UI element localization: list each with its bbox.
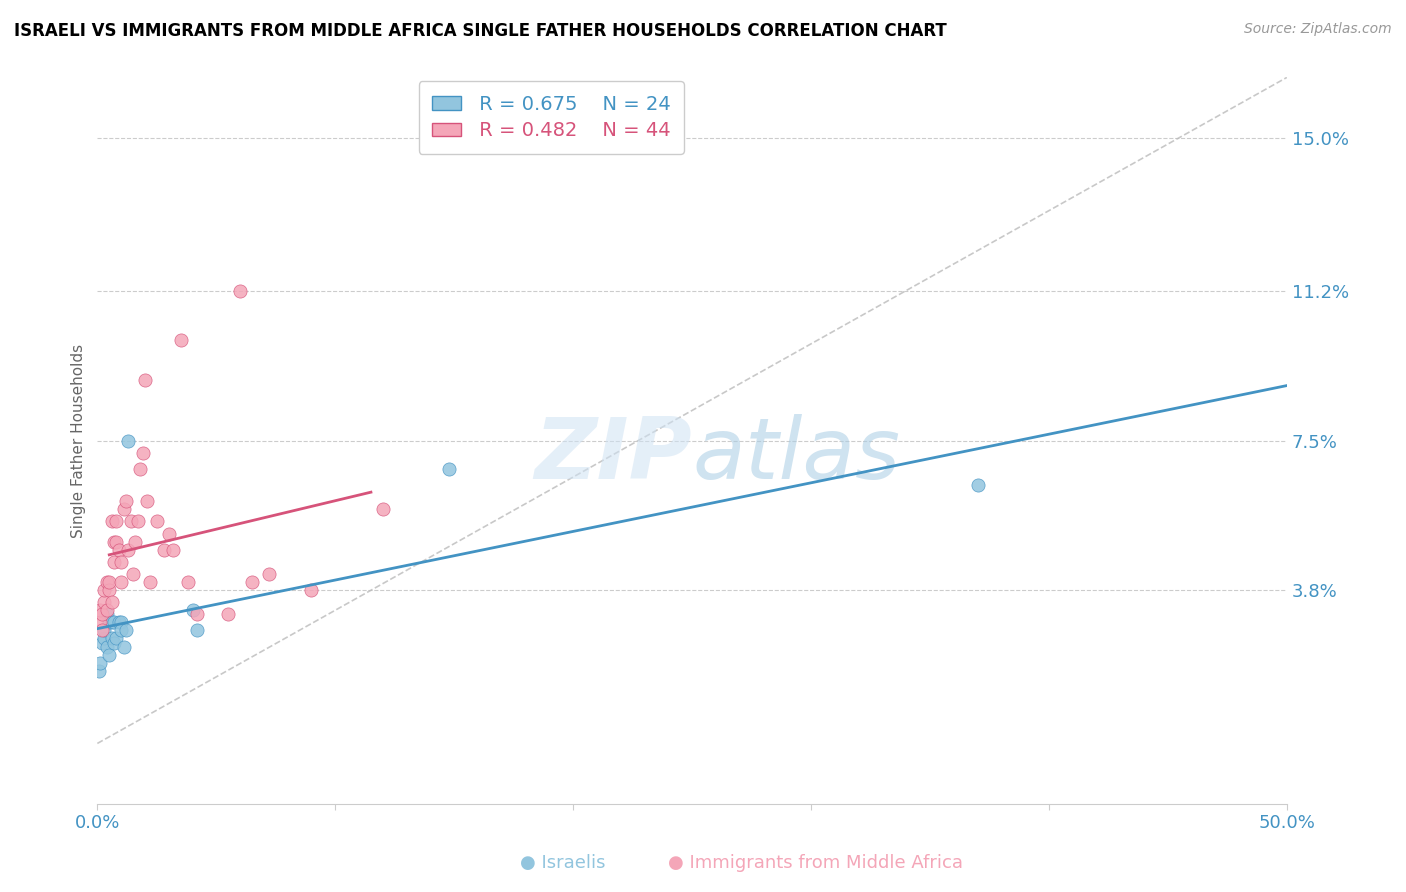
Point [110, 574, 132, 589]
Point [117, 434, 139, 448]
Point [105, 515, 128, 529]
Point [186, 624, 208, 638]
Point [91, 635, 114, 649]
Point [103, 635, 125, 649]
Point [100, 615, 122, 630]
Point [162, 542, 184, 557]
Point [115, 494, 138, 508]
Point [134, 373, 156, 387]
Text: ● Immigrants from Middle Africa: ● Immigrants from Middle Africa [668, 855, 963, 872]
Point [96, 640, 118, 654]
Point [157, 526, 180, 541]
Point [115, 624, 138, 638]
Point [181, 603, 204, 617]
Point [129, 462, 152, 476]
Point [96, 574, 118, 589]
Point [122, 566, 145, 581]
Y-axis label: Single Father Households: Single Father Households [72, 343, 86, 538]
Point [124, 534, 146, 549]
Point [93, 595, 115, 609]
Point [146, 515, 169, 529]
Text: ● Israelis: ● Israelis [520, 855, 605, 872]
Point [177, 574, 200, 589]
Point [96, 603, 118, 617]
Point [98, 582, 121, 597]
Point [229, 285, 252, 299]
Point [257, 566, 280, 581]
Text: ISRAELI VS IMMIGRANTS FROM MIDDLE AFRICA SINGLE FATHER HOUSEHOLDS CORRELATION CH: ISRAELI VS IMMIGRANTS FROM MIDDLE AFRICA… [14, 22, 946, 40]
Point [93, 632, 115, 646]
Point [98, 615, 121, 630]
Point [439, 462, 461, 476]
Point [217, 607, 239, 622]
Point [301, 582, 323, 597]
Point [89, 603, 111, 617]
Point [112, 640, 135, 654]
Point [93, 624, 115, 638]
Point [110, 555, 132, 569]
Point [93, 582, 115, 597]
Point [107, 615, 129, 630]
Point [120, 515, 142, 529]
Point [127, 515, 149, 529]
Point [138, 574, 160, 589]
Point [105, 534, 128, 549]
Point [105, 632, 128, 646]
Point [169, 333, 191, 347]
Point [112, 502, 135, 516]
Point [96, 607, 118, 622]
Legend:  R = 0.675    N = 24,  R = 0.482    N = 44: R = 0.675 N = 24, R = 0.482 N = 44 [419, 81, 685, 154]
Point [87, 664, 110, 678]
Point [966, 478, 988, 492]
Point [91, 607, 114, 622]
Point [98, 574, 121, 589]
Point [110, 624, 132, 638]
Point [98, 648, 121, 662]
Point [103, 534, 125, 549]
Point [100, 515, 122, 529]
Point [100, 595, 122, 609]
Point [131, 446, 153, 460]
Point [136, 494, 159, 508]
Point [100, 632, 122, 646]
Point [186, 607, 208, 622]
Point [89, 656, 111, 670]
Point [103, 615, 125, 630]
Text: atlas: atlas [692, 414, 900, 497]
Text: Source: ZipAtlas.com: Source: ZipAtlas.com [1244, 22, 1392, 37]
Point [153, 542, 176, 557]
Point [91, 624, 114, 638]
Point [240, 574, 263, 589]
Point [103, 555, 125, 569]
Point [371, 502, 394, 516]
Point [117, 542, 139, 557]
Point [110, 615, 132, 630]
Text: ZIP: ZIP [534, 414, 692, 497]
Point [89, 615, 111, 630]
Point [107, 542, 129, 557]
